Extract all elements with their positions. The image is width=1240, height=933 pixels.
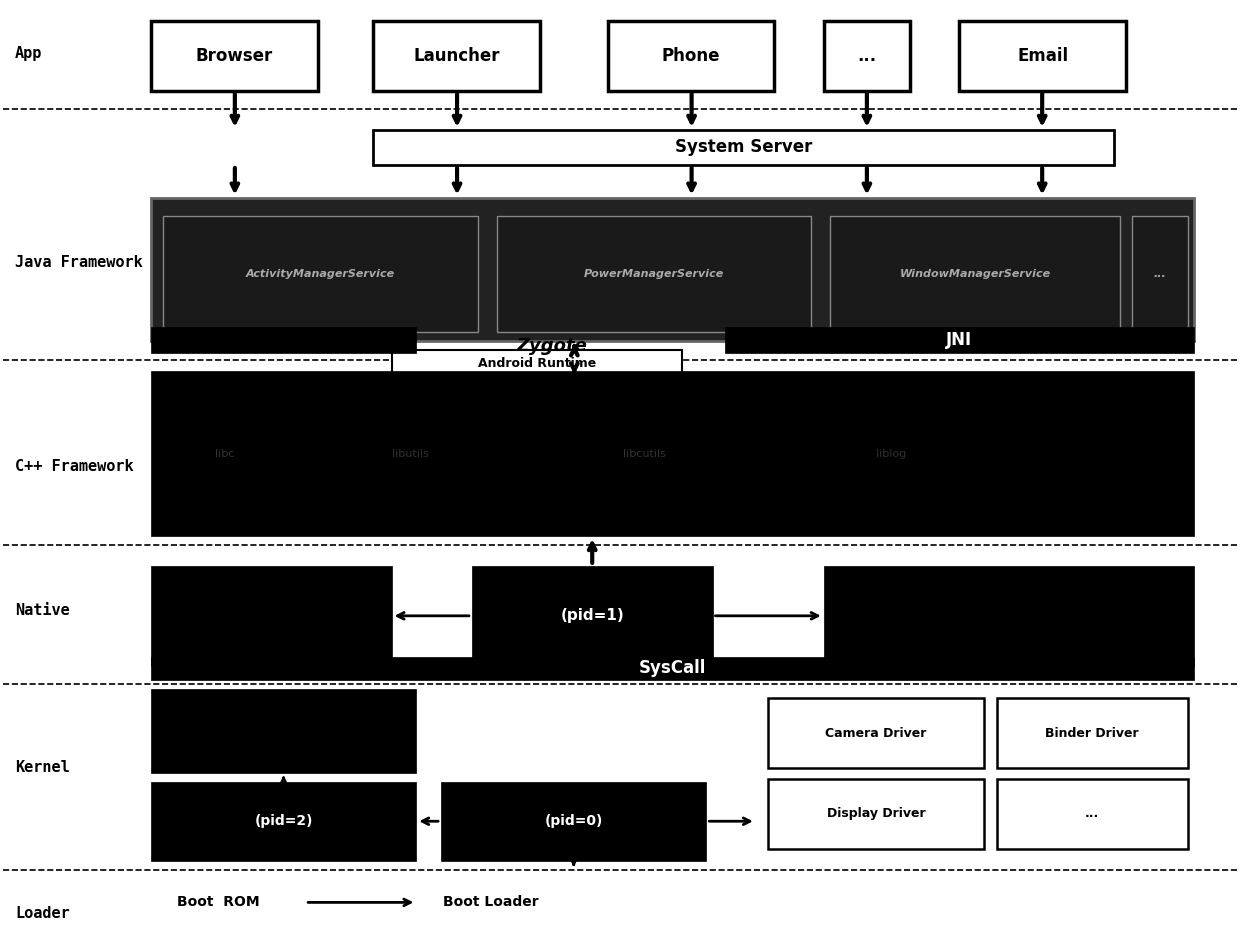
Text: (pid=2): (pid=2) — [254, 815, 312, 829]
Text: Boot Loader: Boot Loader — [443, 896, 538, 910]
FancyBboxPatch shape — [960, 21, 1126, 91]
FancyBboxPatch shape — [151, 198, 1194, 341]
FancyBboxPatch shape — [441, 782, 707, 860]
Text: Camera Driver: Camera Driver — [826, 727, 926, 740]
Text: (pid=1): (pid=1) — [560, 608, 624, 623]
Text: Phone: Phone — [662, 47, 720, 65]
FancyBboxPatch shape — [151, 21, 317, 91]
FancyBboxPatch shape — [164, 216, 479, 332]
Text: SysCall: SysCall — [639, 660, 706, 677]
FancyBboxPatch shape — [496, 216, 811, 332]
FancyBboxPatch shape — [830, 216, 1120, 332]
FancyBboxPatch shape — [1132, 216, 1188, 332]
Text: System Server: System Server — [675, 138, 812, 157]
FancyBboxPatch shape — [823, 565, 1194, 666]
Text: Email: Email — [1017, 47, 1069, 65]
FancyBboxPatch shape — [997, 699, 1188, 768]
FancyBboxPatch shape — [823, 21, 910, 91]
Text: JNI: JNI — [946, 331, 972, 349]
Text: Zygote: Zygote — [517, 337, 588, 355]
FancyBboxPatch shape — [151, 689, 417, 773]
FancyBboxPatch shape — [768, 699, 985, 768]
Text: libc: libc — [216, 449, 234, 458]
Text: (pid=0): (pid=0) — [544, 815, 603, 829]
FancyBboxPatch shape — [151, 565, 392, 666]
FancyBboxPatch shape — [997, 779, 1188, 849]
Text: ActivityManagerService: ActivityManagerService — [246, 269, 396, 279]
Text: ...: ... — [1085, 807, 1100, 820]
Text: Launcher: Launcher — [413, 47, 500, 65]
FancyBboxPatch shape — [725, 327, 1194, 354]
Text: ...: ... — [857, 47, 877, 65]
Text: HAL: HAL — [992, 633, 1025, 648]
Text: Android Runtime: Android Runtime — [477, 357, 595, 370]
Text: Kernel: Kernel — [15, 760, 69, 775]
Text: libutils: libutils — [392, 449, 429, 458]
Text: Display Driver: Display Driver — [827, 807, 925, 820]
FancyBboxPatch shape — [151, 657, 1194, 680]
Text: Native: Native — [15, 603, 69, 618]
Text: ...: ... — [1153, 269, 1167, 279]
FancyBboxPatch shape — [373, 130, 1114, 165]
Text: Java Framework: Java Framework — [15, 255, 143, 270]
FancyBboxPatch shape — [392, 350, 682, 378]
FancyBboxPatch shape — [608, 21, 774, 91]
Text: App: App — [15, 47, 42, 62]
FancyBboxPatch shape — [151, 371, 1194, 536]
FancyBboxPatch shape — [373, 21, 539, 91]
Text: WindowManagerService: WindowManagerService — [899, 269, 1050, 279]
Text: Loader: Loader — [15, 906, 69, 921]
Text: liblog: liblog — [877, 449, 906, 458]
Text: libcutils: libcutils — [624, 449, 666, 458]
FancyBboxPatch shape — [768, 779, 985, 849]
Text: Binder Driver: Binder Driver — [1045, 727, 1140, 740]
FancyBboxPatch shape — [472, 565, 713, 666]
FancyBboxPatch shape — [151, 782, 417, 860]
Text: PowerManagerService: PowerManagerService — [584, 269, 724, 279]
FancyBboxPatch shape — [151, 327, 417, 354]
Text: Browser: Browser — [196, 47, 273, 65]
Text: Boot  ROM: Boot ROM — [177, 896, 260, 910]
Text: C++ Framework: C++ Framework — [15, 459, 134, 474]
